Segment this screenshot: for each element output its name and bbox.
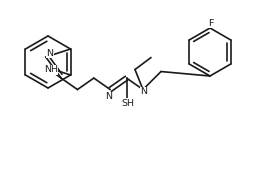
Text: N: N [140,87,147,96]
Text: NH: NH [44,65,58,74]
Text: N: N [105,92,112,101]
Text: SH: SH [121,99,134,108]
Text: F: F [208,19,214,28]
Text: N: N [46,49,53,58]
